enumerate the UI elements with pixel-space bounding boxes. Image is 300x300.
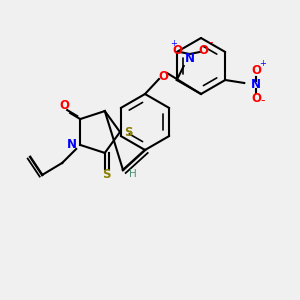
Text: N: N — [67, 138, 77, 152]
Text: S: S — [124, 125, 132, 139]
Text: +: + — [259, 59, 266, 68]
Text: -: - — [208, 36, 213, 49]
Text: S: S — [103, 168, 111, 182]
Text: +: + — [170, 39, 177, 48]
Text: O: O — [199, 44, 209, 56]
Text: O: O — [251, 64, 261, 77]
Text: O: O — [173, 44, 183, 56]
Text: N: N — [251, 79, 261, 92]
Text: O: O — [158, 70, 168, 83]
Text: O: O — [251, 92, 261, 106]
Text: -: - — [260, 94, 265, 107]
Text: O: O — [59, 99, 69, 112]
Text: N: N — [185, 52, 195, 64]
Text: H: H — [129, 169, 137, 179]
